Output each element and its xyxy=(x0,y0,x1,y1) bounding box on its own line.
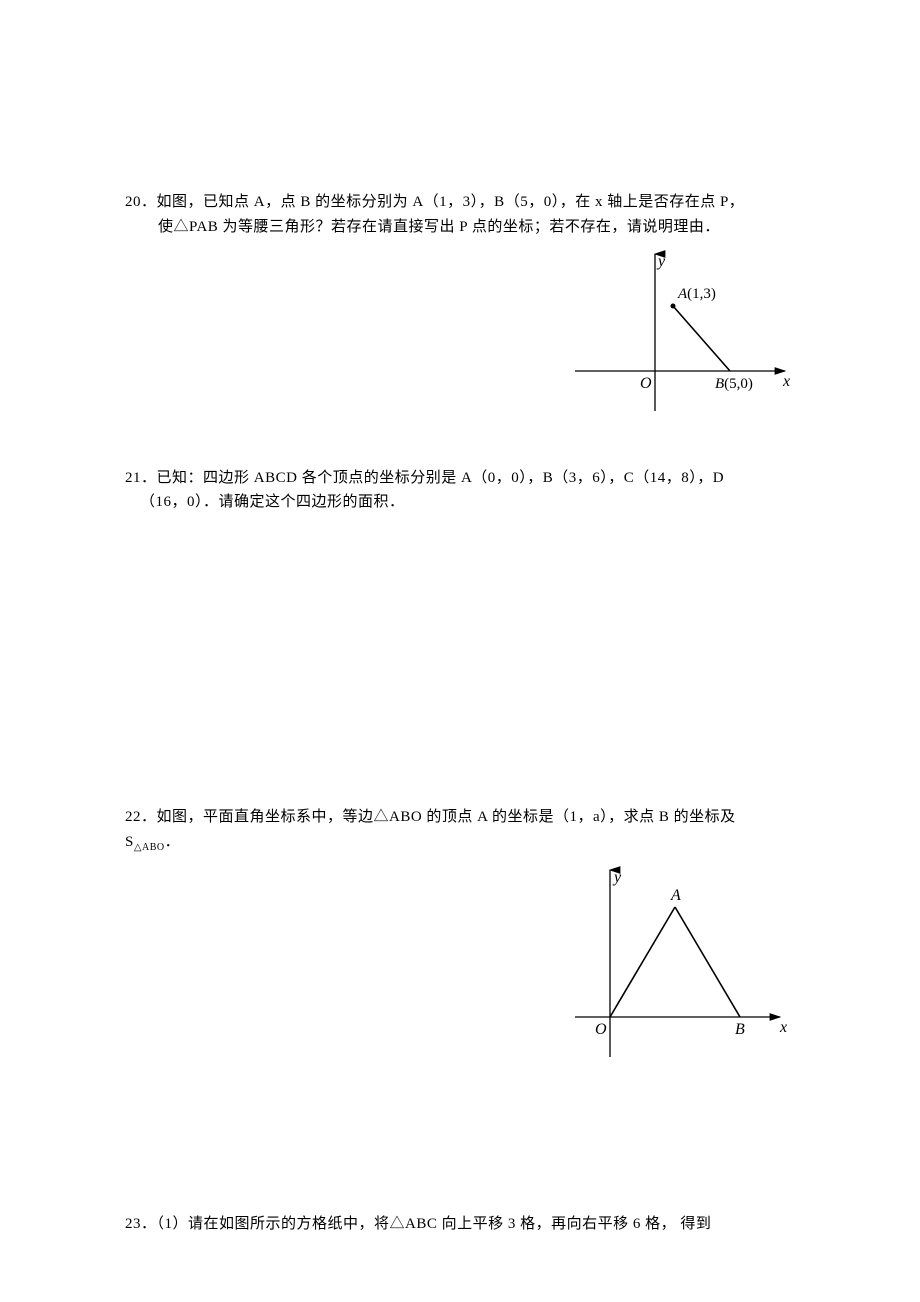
problem-22-figure-row: y x O A B xyxy=(125,862,795,1062)
problem-22: 22．如图，平面直角坐标系中，等边△ABO 的顶点 A 的坐标是（1，a），求点… xyxy=(125,805,795,1062)
problem-23-line1: （1）请在如图所示的方格纸中，将△ABC 向上平移 3 格，再向右平移 6 格，… xyxy=(157,1216,712,1232)
segment-AB xyxy=(673,306,730,371)
problem-22-line2: S△ABO． xyxy=(125,830,795,857)
problem-20-number: 20． xyxy=(125,194,157,210)
x-axis-label: x xyxy=(782,373,790,390)
x-axis-label: x xyxy=(779,1019,787,1036)
problem-20-line1: 如图，已知点 A，点 B 的坐标分别为 A（1，3），B（5，0），在 x 轴上… xyxy=(157,194,745,210)
problem-23-number: 23． xyxy=(125,1216,157,1232)
problem-20-figure: y x O A(1,3) B(5,0) xyxy=(570,246,795,416)
origin-label: O xyxy=(595,1021,607,1038)
problem-20-line2: 使△PAB 为等腰三角形？若存在请直接写出 P 点的坐标；若不存在，请说明理由． xyxy=(125,215,795,240)
point-B-label: B(5,0) xyxy=(715,376,753,392)
problem-22-line2-prefix: S xyxy=(125,834,134,850)
problem-23: 23．（1）请在如图所示的方格纸中，将△ABC 向上平移 3 格，再向右平移 6… xyxy=(125,1212,795,1237)
problem-21: 21．已知：四边形 ABCD 各个顶点的坐标分别是 A（0，0），B（3，6），… xyxy=(125,466,795,516)
origin-label: O xyxy=(640,375,652,392)
y-axis-label: y xyxy=(656,253,666,270)
point-A-label: A(1,3) xyxy=(677,286,716,302)
problem-22-line2-sub: △ABO xyxy=(134,842,165,853)
problem-21-line1: 已知：四边形 ABCD 各个顶点的坐标分别是 A（0，0），B（3，6），C（1… xyxy=(157,470,725,486)
problem-20-text: 20．如图，已知点 A，点 B 的坐标分别为 A（1，3），B（5，0），在 x… xyxy=(125,190,795,215)
problem-20-figure-row: y x O A(1,3) B(5,0) xyxy=(125,246,795,416)
segment-AB xyxy=(675,907,740,1017)
problem-22-figure: y x O A B xyxy=(570,862,795,1062)
problem-21-line2: （16，0）．请确定这个四边形的面积． xyxy=(125,490,795,515)
segment-OA xyxy=(610,907,675,1017)
problem-20: 20．如图，已知点 A，点 B 的坐标分别为 A（1，3），B（5，0），在 x… xyxy=(125,190,795,416)
problem-23-text: 23．（1）请在如图所示的方格纸中，将△ABC 向上平移 3 格，再向右平移 6… xyxy=(125,1212,795,1237)
problem-22-line2-suffix: ． xyxy=(165,834,181,850)
page: 20．如图，已知点 A，点 B 的坐标分别为 A（1，3），B（5，0），在 x… xyxy=(0,0,920,1302)
y-axis-label: y xyxy=(612,869,622,886)
point-A xyxy=(671,303,676,308)
point-A-label: A xyxy=(670,887,681,904)
problem-21-number: 21． xyxy=(125,470,157,486)
problem-22-text: 22．如图，平面直角坐标系中，等边△ABO 的顶点 A 的坐标是（1，a），求点… xyxy=(125,805,795,830)
problem-21-text: 21．已知：四边形 ABCD 各个顶点的坐标分别是 A（0，0），B（3，6），… xyxy=(125,466,795,491)
point-B-label: B xyxy=(735,1021,745,1038)
problem-22-number: 22． xyxy=(125,809,157,825)
problem-22-line1: 如图，平面直角坐标系中，等边△ABO 的顶点 A 的坐标是（1，a），求点 B … xyxy=(157,809,736,825)
